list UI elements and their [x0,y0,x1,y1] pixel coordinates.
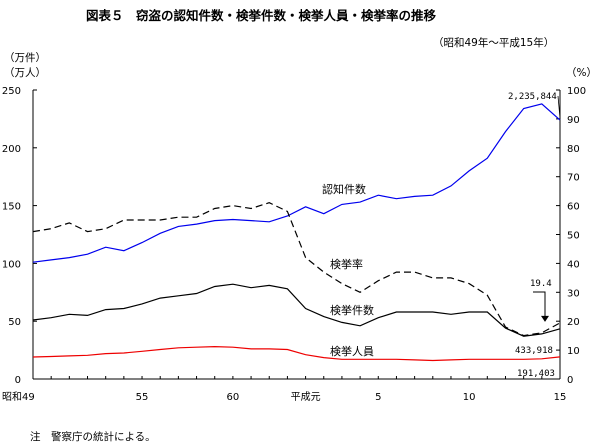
y-right-tick-label: 70 [567,173,580,184]
y-right-tick-label: 10 [567,346,580,357]
data-label: 433,918 [515,346,553,356]
chart-subtitle: （昭和49年～平成15年） [433,36,554,49]
series-line-検挙率 [32,202,561,337]
y-left-label-line1: （万件） [4,52,46,64]
y-left-tick-label: 150 [2,202,21,213]
y-left-tick-label: 250 [2,86,21,97]
series-label: 検挙件数 [330,303,374,317]
data-label: 2,235,844 [508,92,557,102]
y-right-tick-label: 40 [567,259,580,270]
x-tick-label: 5 [375,392,381,403]
y-right-tick-label: 80 [567,144,580,155]
y-right-tick-label: 50 [567,231,580,242]
series-line-検挙人員 [32,345,561,362]
series-label: 認知件数 [322,182,366,196]
series-label: 検挙人員 [330,344,374,358]
y-right-tick-label: 100 [567,86,586,97]
y-right-label: （%） [566,67,593,79]
y-right-tick-label: 90 [567,115,580,126]
series-line-認知件数 [32,103,561,263]
annotation-arrow [533,291,546,317]
x-tick-label: 55 [136,392,149,403]
y-left-tick-label: 0 [15,375,21,386]
x-tick-label: 平成元 [291,391,321,403]
peak-leader [557,95,561,119]
y-left-tick-label: 50 [8,317,21,328]
series-label: 検挙率 [330,257,363,271]
data-label: 191,403 [517,369,555,379]
y-left-tick-label: 200 [2,144,21,155]
chart-title: 図表５ 窃盗の認知件数・検挙件数・検挙人員・検挙率の推移 [86,8,437,23]
y-right-tick-label: 30 [567,288,580,299]
data-label: 19.4 [530,279,552,289]
y-left-label-line2: （万人） [4,67,46,79]
x-tick-label: 60 [227,392,240,403]
footnote: 注 警察庁の統計による。 [30,430,156,443]
x-tick-label: 昭和49 [2,391,35,403]
series-line-検挙件数 [32,283,561,337]
x-tick-label: 15 [554,392,567,403]
y-right-tick-label: 20 [567,317,580,328]
x-tick-label: 10 [463,392,476,403]
y-right-tick-label: 60 [567,202,580,213]
annotation-arrowhead [541,315,549,322]
y-left-tick-label: 100 [2,259,21,270]
y-right-tick-label: 0 [567,375,573,386]
